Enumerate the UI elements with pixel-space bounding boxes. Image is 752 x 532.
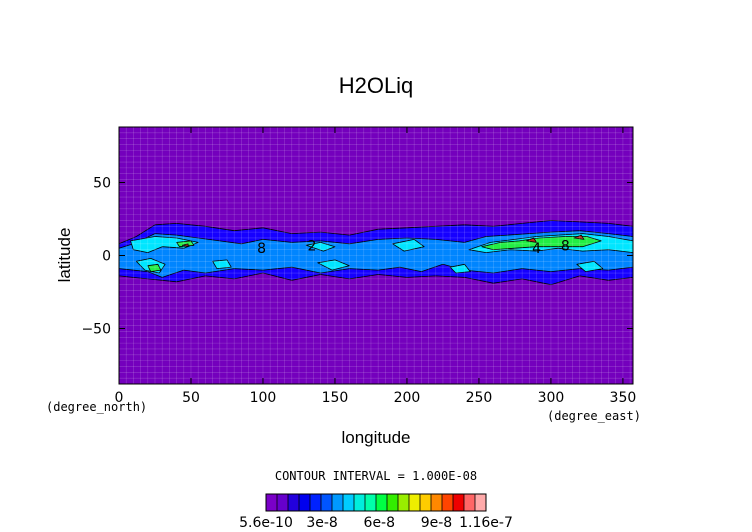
colorbar-swatch bbox=[376, 494, 388, 511]
x-tick-label: 350 bbox=[610, 390, 637, 406]
contour-region-high bbox=[576, 260, 604, 273]
y-axis-label: latitude bbox=[55, 228, 74, 283]
colorbar-swatch bbox=[310, 494, 322, 511]
colorbar-swatch bbox=[288, 494, 300, 511]
contour-region-peak bbox=[147, 263, 162, 273]
contour-fill-layer bbox=[118, 220, 634, 286]
colorbar-swatch bbox=[453, 494, 465, 511]
colorbar-swatch bbox=[464, 494, 476, 511]
colorbar-tick-label: 6e-8 bbox=[364, 515, 395, 531]
contour-region-high bbox=[449, 263, 471, 274]
colorbar-swatch bbox=[387, 494, 399, 511]
contour-region-peak bbox=[481, 236, 602, 251]
x-tick-label: 250 bbox=[466, 390, 493, 406]
x-tick-label: 200 bbox=[394, 390, 421, 406]
contour-region-high bbox=[392, 238, 425, 252]
y-axis-ticks: 50 0 −50 bbox=[81, 175, 633, 338]
colorbar-swatch bbox=[431, 494, 443, 511]
colorbar-swatch bbox=[398, 494, 410, 511]
contour-region-high bbox=[305, 241, 336, 252]
y-tick-label: 0 bbox=[102, 249, 111, 265]
colorbar-swatch bbox=[332, 494, 344, 511]
x-tick-label: 100 bbox=[250, 390, 277, 406]
contour-interval-text: CONTOUR INTERVAL = 1.000E-08 bbox=[275, 469, 477, 483]
y-tick-label: −50 bbox=[81, 322, 111, 338]
contour-label: 8 bbox=[561, 238, 570, 254]
grid-layer bbox=[118, 126, 633, 385]
y-tick-label: 50 bbox=[93, 175, 111, 191]
colorbar-swatch bbox=[475, 494, 487, 511]
x-tick-label: 150 bbox=[322, 390, 349, 406]
colorbar-tick-label: 5.6e-10 bbox=[239, 515, 293, 531]
colorbar-tick-label: 3e-8 bbox=[306, 515, 337, 531]
contour-label: 2 bbox=[307, 238, 316, 254]
colorbar-swatch bbox=[266, 494, 278, 511]
colorbar-swatch bbox=[277, 494, 289, 511]
x-unit-left: (degree_north) bbox=[46, 400, 147, 414]
x-tick-label: 0 bbox=[115, 390, 124, 406]
contour-region-extreme bbox=[181, 243, 189, 248]
colorbar-frame bbox=[265, 493, 487, 512]
x-tick-label: 300 bbox=[538, 390, 565, 406]
contour-label-layer: 8 2 4 8 bbox=[257, 238, 570, 257]
contour-region-peak bbox=[176, 240, 195, 248]
colorbar-swatch bbox=[409, 494, 421, 511]
contour-region-high bbox=[317, 259, 350, 271]
contour-region-extreme bbox=[573, 234, 585, 240]
contour-region-extreme bbox=[526, 237, 537, 243]
contour-label: 8 bbox=[257, 241, 266, 257]
colorbar-tick-label: 9e-8 bbox=[421, 515, 452, 531]
x-unit-right: (degree_east) bbox=[547, 409, 641, 423]
colorbar-swatch bbox=[365, 494, 377, 511]
x-axis-ticks: 0 50 100 150 200 250 300 350 bbox=[115, 127, 637, 406]
colorbar-swatch bbox=[343, 494, 355, 511]
colorbar-swatch bbox=[321, 494, 333, 511]
colorbar-swatch bbox=[354, 494, 366, 511]
x-axis-label: longitude bbox=[341, 428, 410, 447]
contour-region-high bbox=[130, 236, 199, 254]
contour-label: 4 bbox=[532, 241, 541, 257]
chart-title: H2OLiq bbox=[339, 73, 414, 98]
colorbar-swatch bbox=[442, 494, 454, 511]
plot-area: 8 2 4 8 bbox=[118, 126, 634, 385]
x-tick-label: 50 bbox=[182, 390, 200, 406]
colorbar-tick-label: 1.16e-7 bbox=[459, 515, 513, 531]
colorbar-swatch bbox=[299, 494, 311, 511]
colorbar-swatch bbox=[420, 494, 432, 511]
contour-region-high bbox=[212, 259, 232, 270]
colorbar: 5.6e-10 3e-8 6e-8 9e-8 1.16e-7 bbox=[239, 493, 513, 531]
